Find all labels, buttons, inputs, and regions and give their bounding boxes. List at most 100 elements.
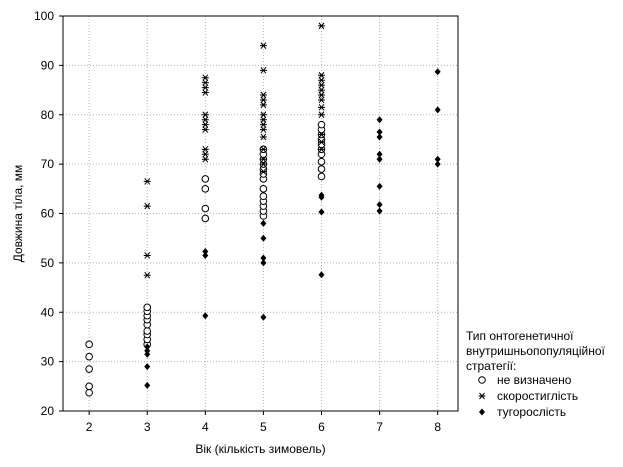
data-point	[317, 86, 325, 94]
data-point	[317, 120, 326, 129]
x-tick-label: 8	[434, 420, 441, 434]
data-point	[317, 157, 326, 166]
y-tick-label: 30	[41, 355, 55, 369]
data-point	[201, 89, 209, 96]
data-point	[317, 96, 325, 104]
legend-title-line: внутришньопопуляційної	[466, 344, 606, 358]
data-point	[317, 131, 325, 138]
data-point	[201, 204, 210, 213]
y-tick-label: 20	[41, 404, 55, 418]
data-point	[202, 248, 209, 256]
data-point	[376, 128, 383, 136]
series-filled-diamond	[144, 68, 441, 389]
data-point	[201, 214, 210, 223]
legend: Тип онтогенетичноївнутришньопопуляційної…	[466, 329, 606, 419]
data-point	[259, 101, 267, 109]
data-point	[143, 202, 151, 210]
data-point	[201, 155, 209, 163]
data-point	[317, 76, 325, 84]
data-points	[85, 22, 441, 397]
legend-item: тугорослість	[479, 405, 566, 419]
data-point	[85, 382, 93, 391]
data-point	[143, 271, 151, 279]
data-point	[317, 111, 325, 119]
data-point	[201, 79, 209, 86]
data-point	[144, 347, 151, 355]
data-point	[259, 121, 267, 128]
data-point	[259, 116, 267, 124]
data-point	[144, 343, 151, 351]
y-tick-label: 80	[41, 108, 55, 122]
data-point	[143, 178, 151, 185]
data-point	[259, 111, 267, 119]
data-point	[259, 155, 267, 163]
x-tick-label: 4	[202, 420, 209, 434]
data-point	[144, 363, 151, 371]
data-point	[259, 66, 267, 74]
legend-label: не визначено	[497, 373, 572, 387]
data-point	[201, 116, 209, 124]
y-tick-label: 70	[41, 157, 55, 171]
x-tick-label: 3	[144, 420, 151, 434]
data-point	[260, 254, 267, 262]
data-point	[376, 182, 383, 190]
y-tick-label: 100	[34, 9, 54, 23]
data-point	[317, 81, 325, 89]
data-point	[259, 160, 267, 168]
data-point	[201, 126, 209, 133]
data-point	[201, 84, 209, 91]
axis-ticks: 2 3 4 5 6 7 8 20 30 40 50 60 70 80 90 100	[34, 9, 441, 434]
data-point	[260, 219, 267, 227]
data-point	[201, 145, 209, 153]
data-point	[201, 111, 209, 119]
data-point	[202, 312, 209, 320]
data-point	[434, 106, 441, 114]
data-point	[260, 313, 267, 321]
data-point	[259, 145, 267, 153]
data-point	[317, 145, 325, 153]
data-point	[201, 150, 209, 158]
data-point	[376, 207, 383, 215]
data-point	[201, 121, 209, 128]
y-tick-label: 50	[41, 256, 55, 270]
data-point	[376, 133, 383, 141]
data-point	[434, 160, 441, 168]
data-point	[144, 381, 151, 389]
data-point	[317, 91, 325, 99]
data-point	[259, 96, 267, 104]
data-point	[317, 138, 325, 146]
data-point	[376, 116, 383, 124]
y-tick-label: 60	[41, 207, 55, 221]
data-point	[259, 126, 267, 133]
y-tick-label: 90	[41, 58, 55, 72]
data-point	[143, 327, 152, 335]
data-point	[259, 133, 267, 141]
legend-item: не визначено	[478, 373, 572, 387]
data-point	[260, 234, 267, 242]
x-tick-label: 5	[260, 420, 267, 434]
legend-label: скоростиглість	[497, 389, 578, 403]
data-point	[259, 192, 268, 201]
data-point	[201, 175, 210, 183]
data-point	[259, 168, 267, 175]
data-point	[376, 201, 383, 209]
data-point	[434, 68, 441, 76]
data-point	[318, 271, 325, 279]
legend-item: скоростиглість	[478, 389, 578, 403]
series-asterisk	[143, 22, 325, 279]
x-tick-label: 6	[318, 420, 325, 434]
x-tick-label: 2	[86, 420, 93, 434]
data-point	[259, 185, 268, 193]
data-point	[85, 352, 93, 361]
x-tick-label: 7	[376, 420, 383, 434]
data-point	[317, 165, 326, 173]
legend-label: тугорослість	[497, 405, 566, 419]
data-point	[85, 340, 93, 349]
data-point	[318, 208, 325, 216]
data-point	[85, 365, 93, 373]
data-point	[143, 303, 152, 312]
data-point	[434, 155, 441, 163]
data-point	[259, 42, 267, 49]
